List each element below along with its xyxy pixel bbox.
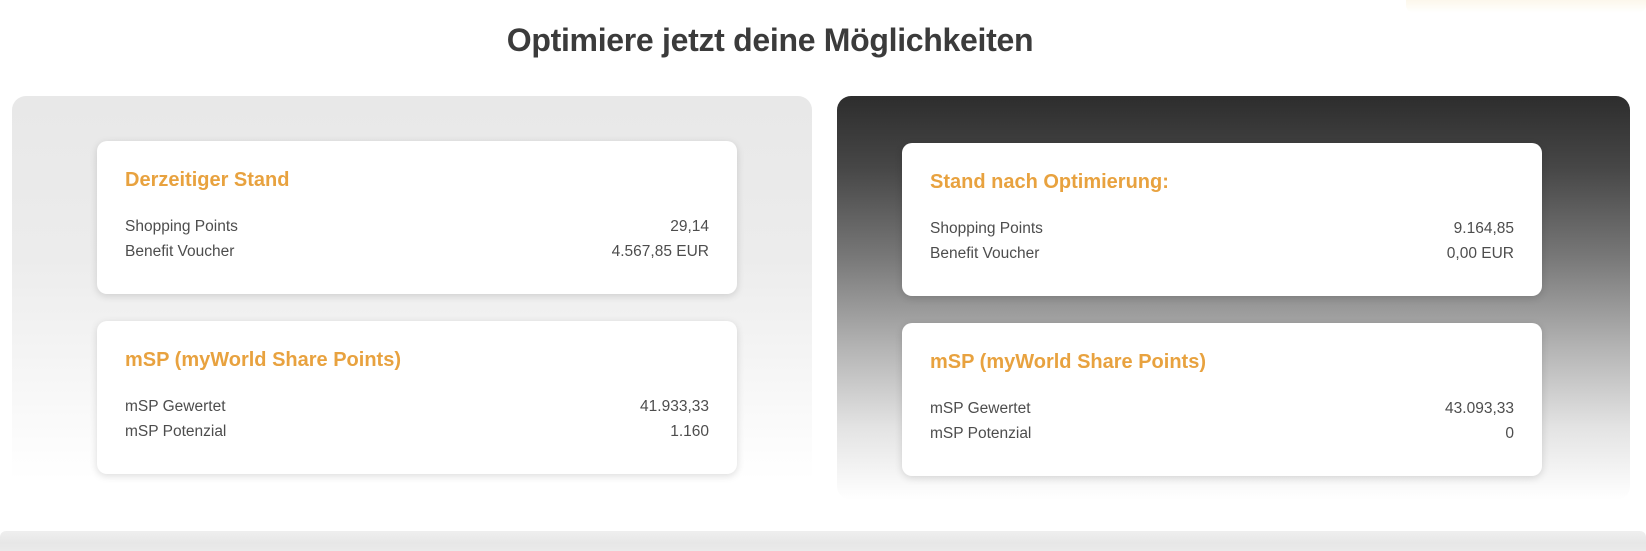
stat-row-shopping-points: Shopping Points 9.164,85 — [930, 216, 1514, 241]
stat-row-msp-gewertet: mSP Gewertet 41.933,33 — [125, 394, 709, 419]
stat-value: 41.933,33 — [640, 398, 709, 415]
optimized-status-card: Stand nach Optimierung: Shopping Points … — [902, 143, 1542, 296]
stat-row-msp-potenzial: mSP Potenzial 1.160 — [125, 419, 709, 444]
current-status-heading: Derzeitiger Stand — [125, 169, 290, 191]
stat-label: mSP Gewertet — [125, 398, 226, 415]
stat-row-shopping-points: Shopping Points 29,14 — [125, 214, 709, 239]
stat-value: 9.164,85 — [1453, 220, 1514, 237]
current-status-card: Derzeitiger Stand Shopping Points 29,14 … — [97, 141, 737, 294]
stat-value: 29,14 — [670, 218, 709, 235]
stat-value: 0 — [1505, 425, 1514, 442]
current-msp-card: mSP (myWorld Share Points) mSP Gewertet … — [97, 321, 737, 474]
stat-label: Benefit Voucher — [930, 245, 1040, 262]
comparison-panels: Derzeitiger Stand Shopping Points 29,14 … — [12, 96, 1630, 500]
stat-label: Benefit Voucher — [125, 243, 235, 260]
panel-current-status: Derzeitiger Stand Shopping Points 29,14 … — [12, 96, 812, 500]
stat-label: mSP Potenzial — [125, 423, 227, 440]
stat-label: mSP Potenzial — [930, 425, 1032, 442]
stat-row-msp-gewertet: mSP Gewertet 43.093,33 — [930, 396, 1514, 421]
top-right-cutoff-element — [1406, 0, 1646, 13]
panel-optimized-status: Stand nach Optimierung: Shopping Points … — [837, 96, 1630, 500]
stat-value: 4.567,85 EUR — [611, 243, 709, 260]
stat-label: Shopping Points — [125, 218, 238, 235]
optimized-msp-heading: mSP (myWorld Share Points) — [930, 351, 1206, 373]
stat-row-msp-potenzial: mSP Potenzial 0 — [930, 421, 1514, 446]
optimized-msp-card: mSP (myWorld Share Points) mSP Gewertet … — [902, 323, 1542, 476]
optimized-status-heading: Stand nach Optimierung: — [930, 171, 1169, 193]
stat-row-benefit-voucher: Benefit Voucher 0,00 EUR — [930, 241, 1514, 266]
page-title: Optimiere jetzt deine Möglichkeiten — [506, 22, 1034, 58]
current-msp-heading: mSP (myWorld Share Points) — [125, 349, 401, 371]
bottom-bar — [0, 531, 1646, 551]
stat-value: 0,00 EUR — [1446, 245, 1514, 262]
stat-label: mSP Gewertet — [930, 400, 1031, 417]
stat-value: 1.160 — [670, 423, 709, 440]
stat-row-benefit-voucher: Benefit Voucher 4.567,85 EUR — [125, 239, 709, 264]
stat-value: 43.093,33 — [1445, 400, 1514, 417]
stat-label: Shopping Points — [930, 220, 1043, 237]
